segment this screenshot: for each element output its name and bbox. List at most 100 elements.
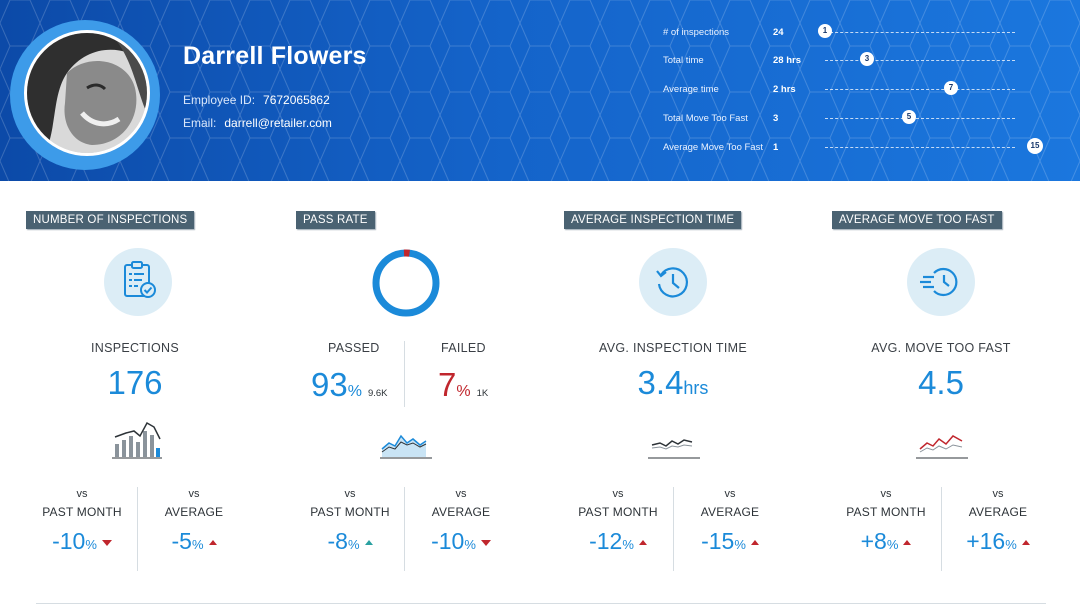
metric-label-avg-time: AVG. INSPECTION TIME — [599, 341, 747, 355]
clipboard-icon — [104, 248, 172, 316]
hex-pattern — [0, 0, 1080, 181]
trend-up-icon — [208, 540, 217, 546]
email-label: Email: — [183, 116, 217, 130]
stat-value: 2 hrs — [773, 84, 796, 95]
cmp-average: vs AVERAGE -10% — [405, 488, 517, 555]
trend-up-icon — [1021, 540, 1030, 546]
passed-label: PASSED — [328, 341, 380, 355]
cmp-past-month: vs PAST MONTH -12% — [562, 488, 674, 555]
cmp-period: AVERAGE — [700, 505, 760, 519]
stat-label: Total time — [663, 55, 704, 66]
metric-label-inspections: INSPECTIONS — [90, 341, 180, 355]
passed-value: 93% 9.6K — [311, 366, 388, 403]
footer-divider — [36, 603, 1046, 604]
stat-track — [825, 147, 1015, 148]
stat-marker[interactable]: 7 — [944, 81, 958, 95]
metric-value-avg-time: 3.4hrs — [637, 364, 709, 401]
stat-marker[interactable]: 3 — [860, 52, 874, 66]
cmp-vs: vs — [188, 488, 200, 500]
divider — [137, 487, 138, 571]
stat-value: 1 — [773, 142, 779, 153]
employee-id-label: Employee ID: — [183, 93, 256, 107]
line-chart-icon — [648, 439, 700, 459]
area-chart-icon — [380, 434, 432, 459]
cmp-value: -8% — [294, 528, 406, 555]
stat-value: 3 — [773, 113, 779, 124]
failed-label: FAILED — [441, 341, 486, 355]
failed-value: 7% 1K — [438, 366, 489, 403]
email-row: Email: darrell@retailer.com — [183, 116, 332, 130]
trend-up-icon — [750, 540, 759, 546]
employee-id-row: Employee ID: 7672065862 — [183, 93, 330, 107]
stat-label: Average Move Too Fast — [663, 142, 763, 153]
trend-up-icon — [903, 540, 912, 546]
cmp-past-month: vs PAST MONTH -8% — [294, 488, 406, 555]
email-value: darrell@retailer.com — [224, 116, 332, 130]
cmp-average: vs AVERAGE -15% — [674, 488, 786, 555]
cmp-vs: vs — [992, 488, 1004, 500]
cmp-vs: vs — [344, 488, 356, 500]
clock-history-icon — [639, 248, 707, 316]
cmp-value: +16% — [942, 528, 1054, 555]
avatar-photo — [27, 33, 147, 153]
stat-track — [825, 89, 1015, 90]
tag-pass-rate: PASS RATE — [296, 211, 375, 229]
employee-name: Darrell Flowers — [183, 42, 367, 70]
cmp-value: -5% — [138, 528, 250, 555]
cmp-value: -10% — [26, 528, 138, 555]
profile-header: Darrell Flowers Employee ID: 7672065862 E… — [0, 0, 1080, 181]
stat-total-time: Total time 28 hrs 3 — [663, 52, 1063, 70]
cmp-period: PAST MONTH — [310, 505, 390, 519]
cmp-period: AVERAGE — [431, 505, 491, 519]
cmp-vs: vs — [880, 488, 892, 500]
divider — [673, 487, 674, 571]
cmp-vs: vs — [612, 488, 624, 500]
cmp-vs: vs — [76, 488, 88, 500]
metric-label-move-fast: AVG. MOVE TOO FAST — [871, 341, 1011, 355]
stat-marker[interactable]: 15 — [1027, 138, 1043, 154]
tag-number-of-inspections: NUMBER OF INSPECTIONS — [26, 211, 195, 229]
stat-label: Average time — [663, 84, 719, 95]
cmp-value: -10% — [405, 528, 517, 555]
cmp-past-month: vs PAST MONTH -10% — [26, 488, 138, 555]
panel-avg-time: AVERAGE INSPECTION TIME AVG. INSPECTION … — [538, 181, 808, 571]
stat-total-move-fast: Total Move Too Fast 3 5 — [663, 110, 1063, 128]
pass-rate-donut — [372, 249, 440, 317]
divider — [404, 487, 405, 571]
stat-label: # of inspections — [663, 27, 730, 38]
stat-value: 24 — [773, 27, 784, 38]
stat-average-time: Average time 2 hrs 7 — [663, 81, 1063, 99]
employee-id-value: 7672065862 — [263, 93, 330, 107]
panel-inspections: NUMBER OF INSPECTIONS INSPECTIONS 176 vs… — [0, 181, 270, 571]
divider — [941, 487, 942, 571]
dual-line-chart-icon — [916, 435, 968, 459]
cmp-vs: vs — [724, 488, 736, 500]
stat-value: 28 hrs — [773, 55, 801, 66]
trend-down-icon — [480, 539, 491, 546]
trend-down-icon — [101, 539, 112, 546]
panel-pass-rate: PASS RATE PASSED FAILED 93% 9.6K 7% 1K vs … — [270, 181, 540, 571]
stat-track — [825, 118, 1015, 119]
cmp-period: PAST MONTH — [846, 505, 926, 519]
bar-line-chart-icon — [112, 421, 162, 459]
metric-value-move-fast: 4.5 — [918, 364, 964, 401]
stat-marker[interactable]: 5 — [902, 110, 916, 124]
trend-up-icon — [638, 540, 647, 546]
panel-move-fast: AVERAGE MOVE TOO FAST AVG. MOVE TOO FAST… — [806, 181, 1076, 571]
stat-average-move-fast: Average Move Too Fast 1 15 — [663, 138, 1063, 157]
cmp-period: PAST MONTH — [42, 505, 122, 519]
cmp-period: PAST MONTH — [578, 505, 658, 519]
trend-up-icon — [364, 540, 373, 546]
fast-clock-icon — [907, 248, 975, 316]
avatar — [24, 30, 150, 156]
tag-average-inspection-time: AVERAGE INSPECTION TIME — [564, 211, 742, 229]
cmp-value: -12% — [562, 528, 674, 555]
stat-inspections: # of inspections 24 1 — [663, 24, 1063, 42]
cmp-period: AVERAGE — [164, 505, 224, 519]
cmp-value: +8% — [830, 528, 942, 555]
stat-marker[interactable]: 1 — [818, 24, 832, 38]
cmp-average: vs AVERAGE +16% — [942, 488, 1054, 555]
cmp-vs: vs — [455, 488, 467, 500]
cmp-past-month: vs PAST MONTH +8% — [830, 488, 942, 555]
metric-value-inspections: 176 — [107, 364, 163, 401]
